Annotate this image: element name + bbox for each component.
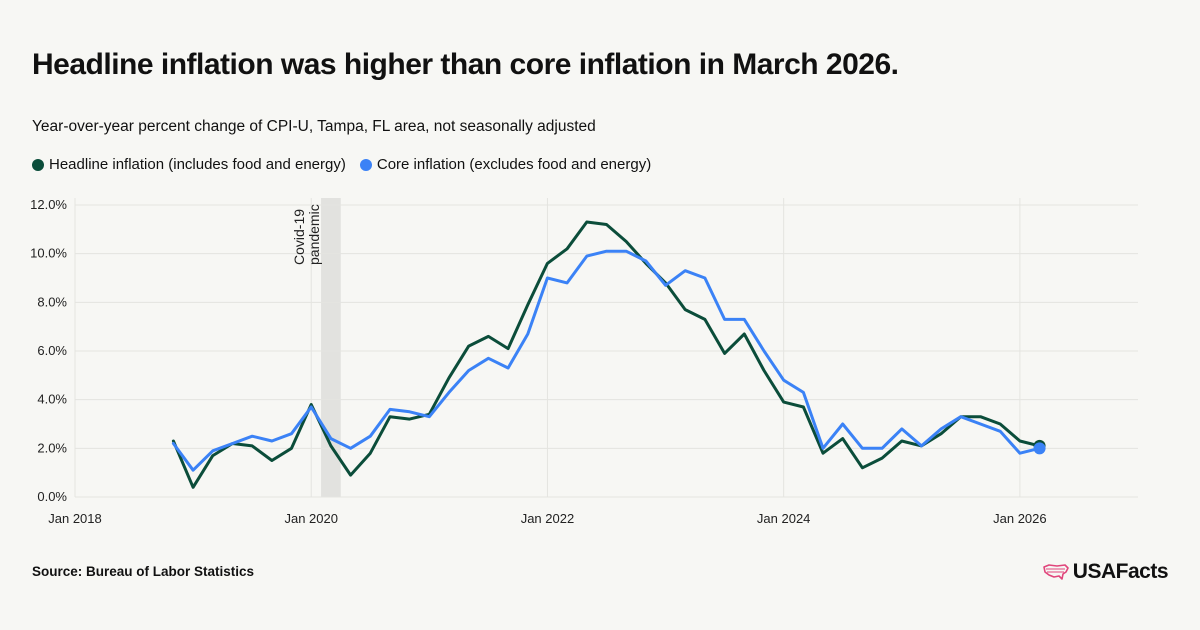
chart-legend: Headline inflation (includes food and en… [32,156,651,173]
legend-core-dot [359,158,372,171]
x-tick-label: Jan 2022 [521,511,575,526]
chart-subtitle: Year-over-year percent change of CPI-U, … [32,118,596,135]
x-tick-label: Jan 2024 [757,511,811,526]
y-tick-label: 6.0% [37,343,67,358]
pandemic-band [321,198,341,497]
chart-title: Headline inflation was higher than core … [32,48,899,81]
y-tick-label: 10.0% [30,246,67,261]
y-tick-label: 8.0% [37,294,67,309]
usa-map-icon [1042,564,1069,580]
legend-core-label: Core inflation (excludes food and energy… [376,156,652,173]
source-note: Source: Bureau of Labor Statistics [32,564,255,579]
x-tick-label: Jan 2018 [48,511,102,526]
annotation-line-2: pandemic [306,204,322,265]
pandemic-annotation-label: Covid-19pandemic [291,204,322,265]
core-endpoint-marker [1033,442,1046,455]
y-tick-label: 0.0% [37,489,67,504]
x-tick-label: Jan 2026 [993,511,1047,526]
legend-item-core: Core inflation (excludes food and energy… [359,156,652,173]
y-tick-label: 2.0% [37,440,67,455]
logo-text: USAFacts [1072,560,1169,583]
core-inflation-line [171,249,1042,472]
y-tick-label: 12.0% [30,197,67,212]
legend-headline-dot [32,158,44,171]
legend-headline-label: Headline inflation (includes food and en… [49,156,346,173]
x-tick-label: Jan 2020 [284,511,338,526]
usafacts-logo: USAFacts [1042,560,1169,584]
y-tick-label: 4.0% [37,392,67,407]
legend-item-headline: Headline inflation (includes food and en… [32,156,346,173]
annotation-line-1: Covid-19 [291,209,307,265]
